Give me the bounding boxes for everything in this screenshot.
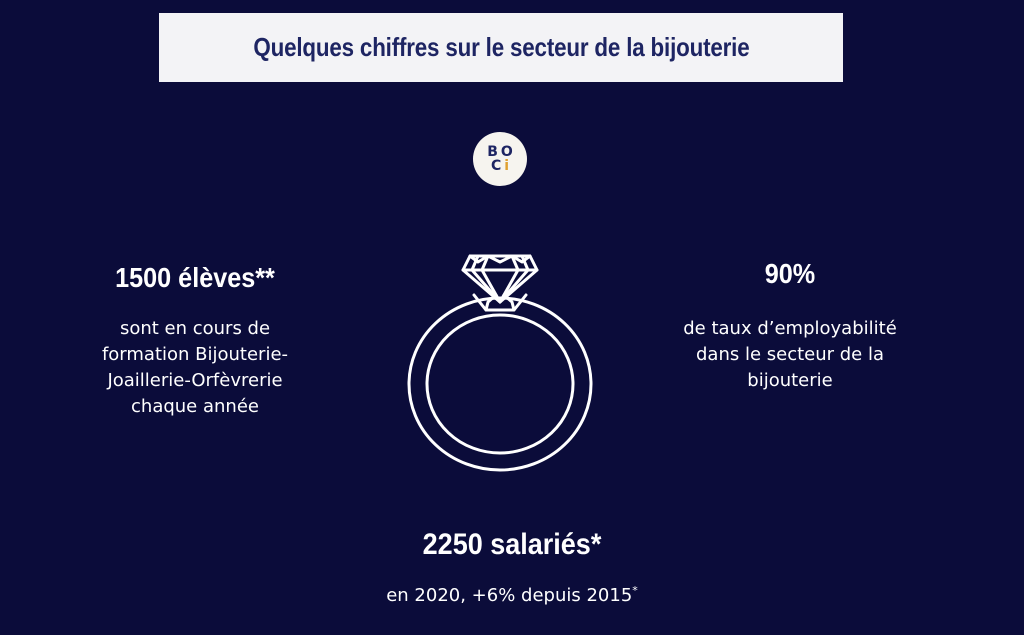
stat-students-figure: 1500 élèves** bbox=[115, 262, 275, 293]
stat-students-line: formation Bijouterie- bbox=[101, 344, 289, 365]
stat-students: 1500 élèves** sont en cours de formation… bbox=[70, 262, 320, 420]
logo-row-top: B O bbox=[487, 145, 513, 159]
page-title: Quelques chiffres sur le secteur de la b… bbox=[252, 32, 750, 62]
stat-employees-description: en 2020, +6% depuis 2015* bbox=[312, 578, 712, 609]
stat-employability: 90% de taux d’employabilité dans le sect… bbox=[660, 258, 920, 394]
logo-letter: O bbox=[500, 144, 513, 160]
title-banner: Quelques chiffres sur le secteur de la b… bbox=[159, 13, 843, 82]
stat-students-line: chaque année bbox=[131, 396, 259, 417]
stat-employees: 2250 salariés* en 2020, +6% depuis 2015* bbox=[312, 528, 712, 609]
stat-students-line: sont en cours de bbox=[119, 318, 271, 339]
footnote-mark: * bbox=[632, 584, 638, 597]
stat-employability-description: de taux d’employabilité dans le secteur … bbox=[660, 316, 920, 394]
boci-logo: B O C i bbox=[473, 132, 527, 186]
logo-letter-accent: i bbox=[504, 158, 510, 174]
diamond-ring-icon bbox=[400, 242, 600, 477]
stat-students-line: Joaillerie-Orfèvrerie bbox=[107, 370, 283, 391]
logo-row-bottom: C i bbox=[491, 159, 509, 173]
stat-employees-text: en 2020, +6% depuis 2015 bbox=[386, 585, 633, 606]
logo-letter: B bbox=[487, 144, 498, 160]
logo-letter: C bbox=[490, 158, 502, 174]
stat-students-description: sont en cours de formation Bijouterie- J… bbox=[70, 316, 320, 420]
stat-employability-line: de taux d’employabilité bbox=[683, 318, 897, 339]
stat-employability-line: dans le secteur de la bbox=[695, 344, 885, 365]
stat-employability-figure: 90% bbox=[764, 258, 816, 289]
stat-employability-line: bijouterie bbox=[747, 370, 833, 391]
stat-employees-figure: 2250 salariés* bbox=[422, 528, 602, 561]
